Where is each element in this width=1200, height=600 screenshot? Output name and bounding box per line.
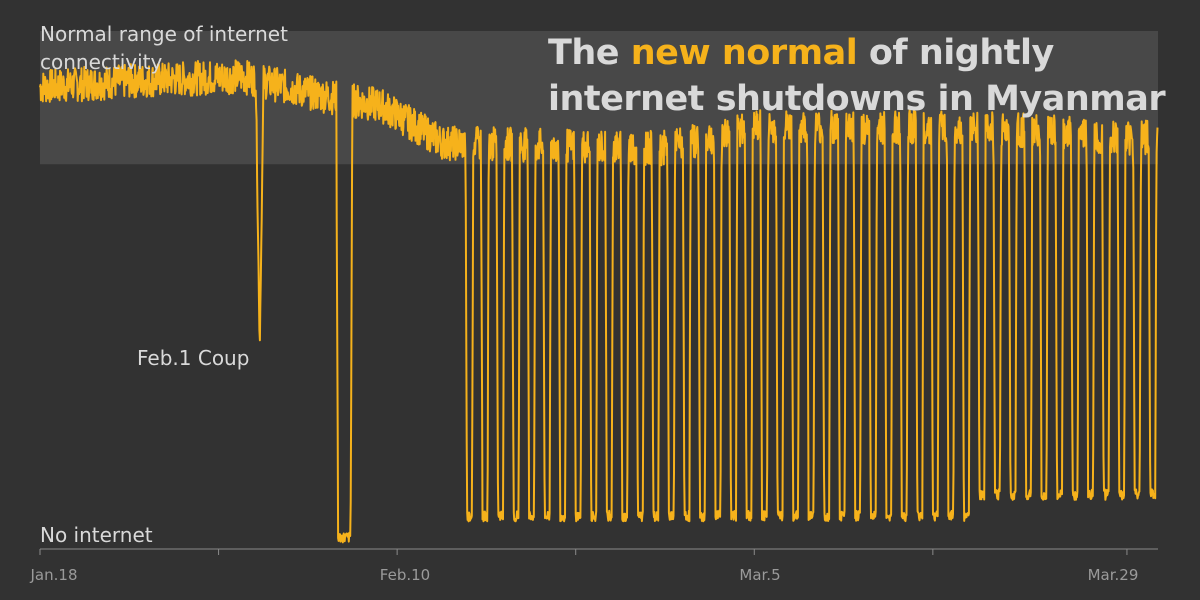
title-part-1: The bbox=[548, 33, 631, 73]
x-tick-label-mar5: Mar.5 bbox=[739, 566, 781, 584]
normal-range-label: Normal range of internet connectivity bbox=[40, 22, 288, 74]
title-part-2: of nightly internet shutdowns in Myanmar bbox=[548, 33, 1166, 119]
x-tick-label-jan18: Jan.18 bbox=[30, 566, 78, 584]
title-highlight: new normal bbox=[630, 33, 858, 73]
connectivity-series-line bbox=[39, 59, 1159, 544]
x-tick-label-mar29: Mar.29 bbox=[1087, 566, 1139, 584]
x-tick-label-feb10: Feb.10 bbox=[379, 566, 431, 584]
x-axis-ticks bbox=[39, 549, 1128, 555]
chart-title: The new normal of nightly internet shutd… bbox=[548, 30, 1178, 122]
no-internet-label: No internet bbox=[40, 523, 153, 547]
coup-annotation: Feb.1 Coup bbox=[137, 346, 250, 370]
